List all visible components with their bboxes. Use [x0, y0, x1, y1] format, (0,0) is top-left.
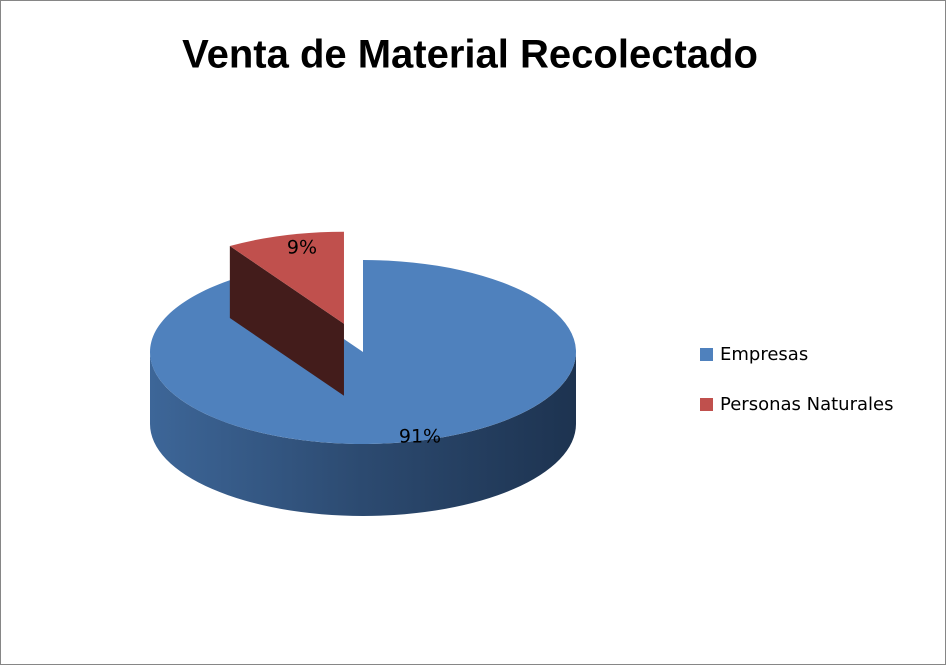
legend-label: Empresas [720, 344, 808, 365]
chart-title: Venta de Material Recolectado [182, 33, 758, 77]
slice-face [229, 246, 344, 396]
data-label: 91% [399, 426, 441, 448]
slice [229, 231, 344, 324]
legend-swatch [700, 348, 713, 361]
legend-swatch [700, 398, 713, 411]
slice-side [150, 352, 576, 516]
data-label: 9% [287, 237, 317, 259]
legend-label: Personas Naturales [720, 394, 893, 415]
